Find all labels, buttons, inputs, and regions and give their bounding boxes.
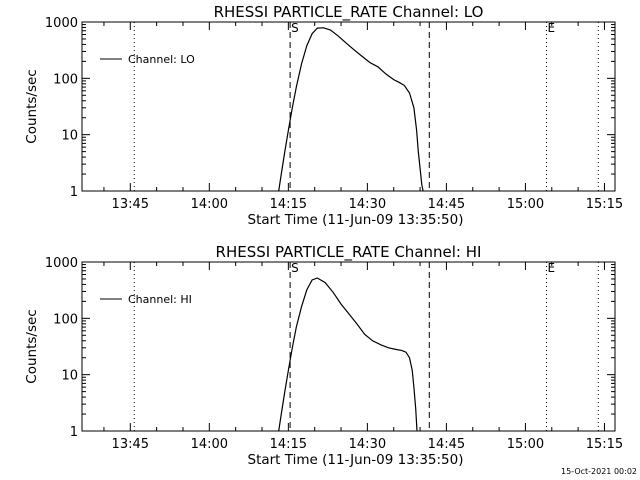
y-tick-label: 1: [70, 185, 78, 200]
footer-timestamp: 15-Oct-2021 00:02: [561, 467, 637, 476]
y-tick-label: 10: [61, 129, 78, 144]
y-tick-label: 1000: [45, 16, 78, 31]
legend-label: Channel: LO: [128, 53, 195, 66]
event-marker-label: E: [548, 21, 556, 35]
series-line-1: [278, 27, 424, 192]
legend-label: Channel: HI: [128, 293, 192, 306]
event-marker-label: S: [291, 261, 299, 275]
y-tick-label: 100: [53, 72, 78, 87]
chart-title: RHESSI PARTICLE_RATE Channel: HI: [216, 243, 482, 262]
x-tick-label: 14:30: [349, 437, 386, 452]
chart-panel-2: RHESSI PARTICLE_RATE Channel: HIS E 1 10 100…: [24, 243, 623, 468]
x-tick-label: 15:15: [586, 437, 623, 452]
x-tick-label: 15:00: [507, 437, 544, 452]
x-tick-label: 13:45: [112, 437, 149, 452]
x-tick-label: 14:45: [428, 197, 465, 212]
y-tick-label: 1000: [45, 256, 78, 271]
x-tick-label: 14:15: [270, 437, 307, 452]
series-line-1: [278, 277, 418, 432]
event-marker-label: S: [291, 21, 299, 35]
x-tick-label: 15:00: [507, 197, 544, 212]
plot-frame: [81, 261, 616, 432]
x-axis-label: Start Time (11-Jun-09 13:35:50): [248, 452, 464, 468]
x-tick-label: 15:15: [586, 197, 623, 212]
x-tick-label: 13:45: [112, 197, 149, 212]
y-tick-label: 1: [70, 425, 78, 440]
x-axis-label: Start Time (11-Jun-09 13:35:50): [248, 212, 464, 228]
x-tick-label: 14:00: [191, 197, 228, 212]
x-tick-label: 14:00: [191, 437, 228, 452]
x-tick-label: 14:30: [349, 197, 386, 212]
x-tick-label: 14:45: [428, 437, 465, 452]
plot-frame: [81, 21, 616, 192]
x-tick-label: 14:15: [270, 197, 307, 212]
y-axis-label: Counts/sec: [24, 309, 40, 383]
chart-title: RHESSI PARTICLE_RATE Channel: LO: [214, 3, 484, 22]
y-tick-label: 100: [53, 312, 78, 327]
y-axis-label: Counts/sec: [24, 69, 40, 143]
y-tick-label: 10: [61, 369, 78, 384]
event-marker-label: E: [548, 261, 556, 275]
chart-panel-1: RHESSI PARTICLE_RATE Channel: LOS E 1 10 100…: [24, 3, 623, 228]
